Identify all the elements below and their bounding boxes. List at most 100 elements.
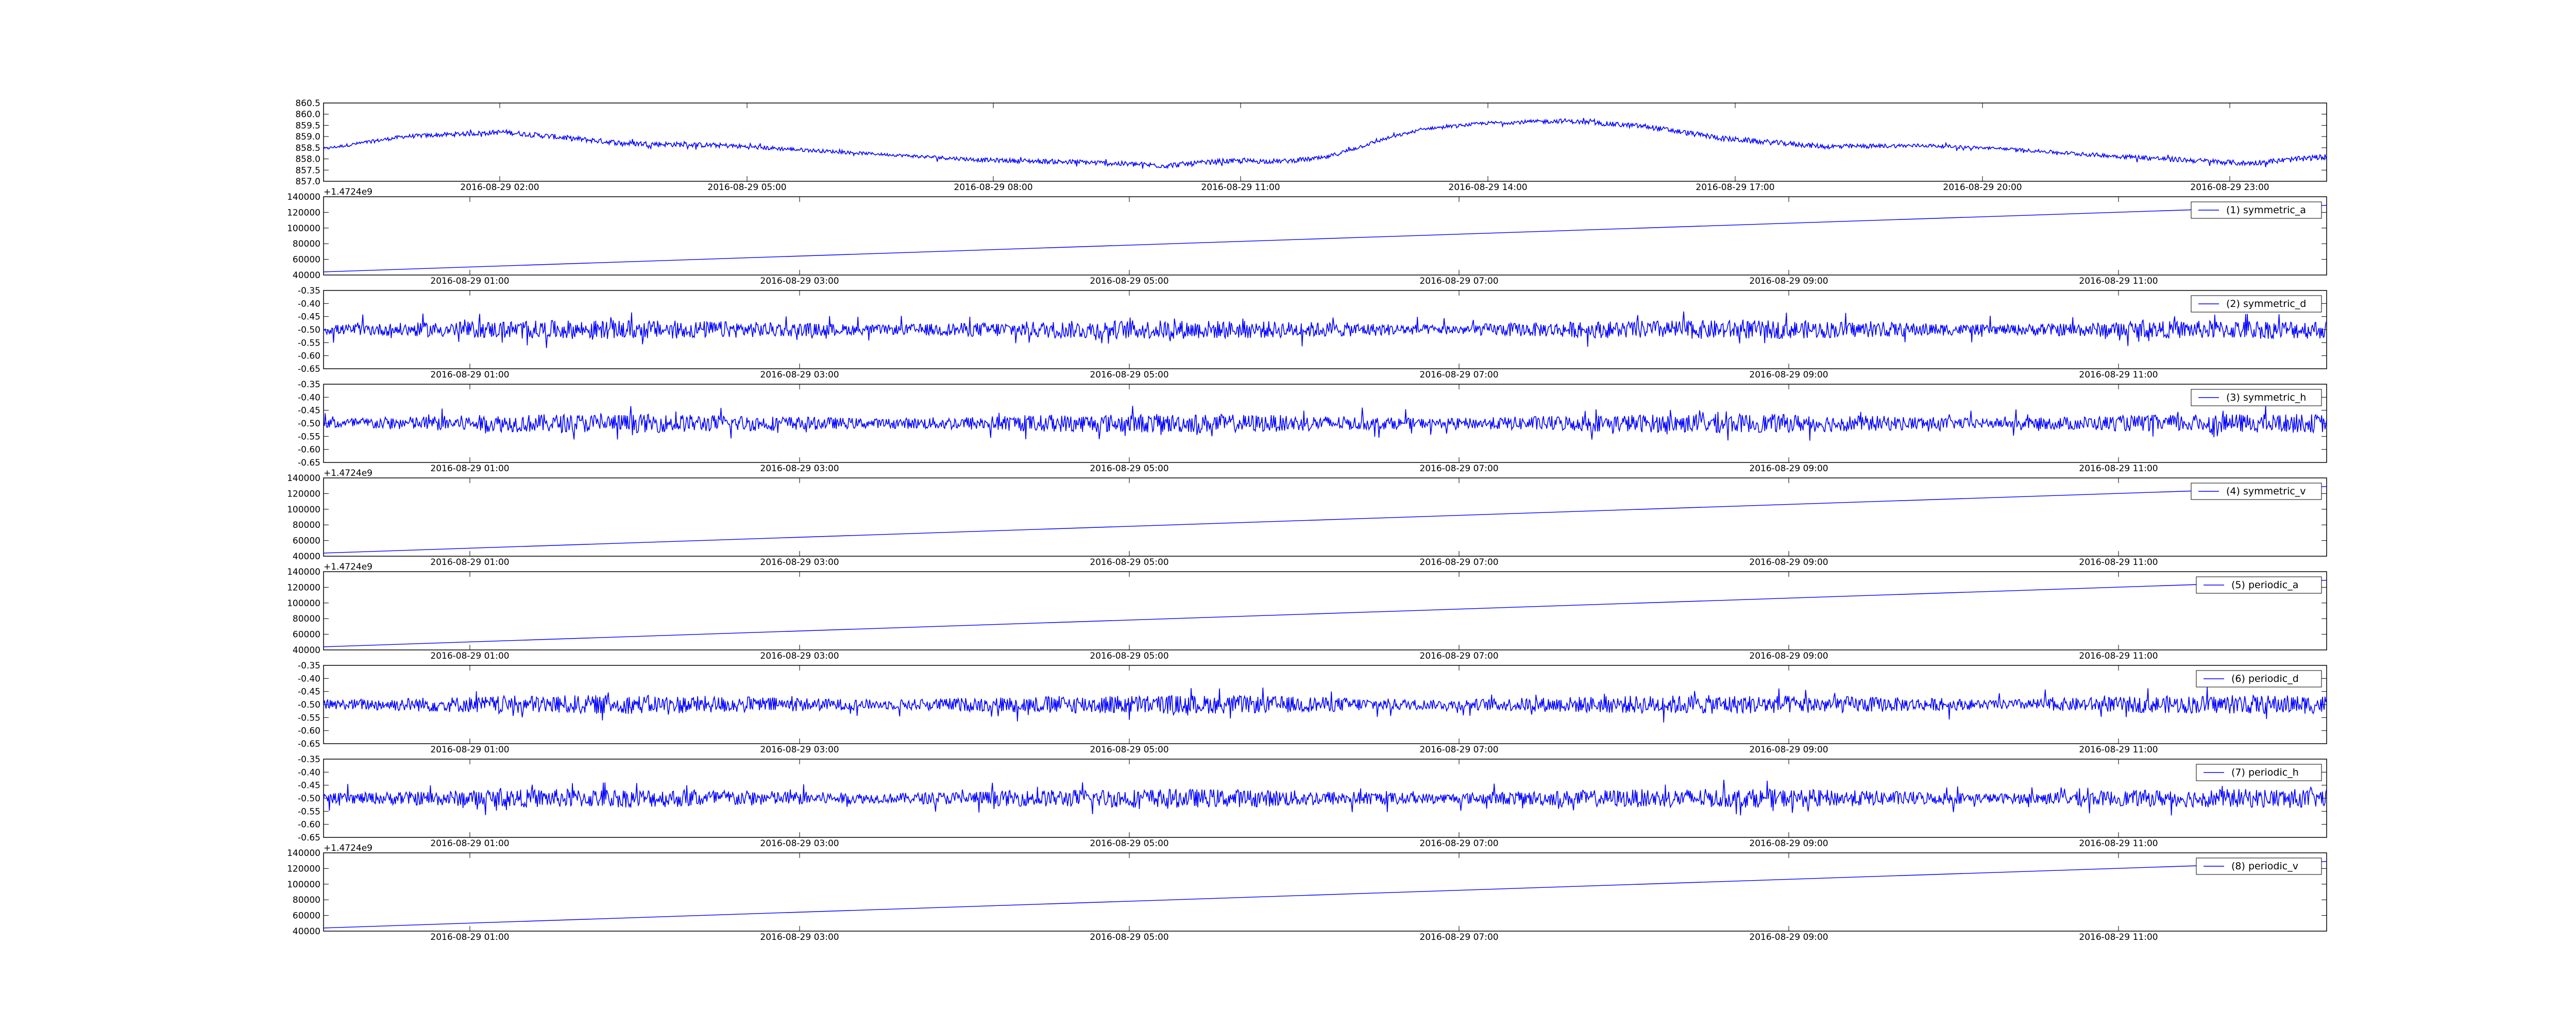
x-tick-label: 2016-08-29 09:00 xyxy=(1749,838,1828,849)
subplot-9: 140000 120000 100000 80000 60000 40000 2016-08… xyxy=(287,843,2327,942)
x-tick-label: 2016-08-29 11:00 xyxy=(2079,838,2158,849)
y-tick-label: -0.50 xyxy=(298,794,320,804)
x-tick-label: 2016-08-29 11:00 xyxy=(2079,557,2158,568)
x-tick-label: 2016-08-29 07:00 xyxy=(1419,651,1498,661)
axes-frame xyxy=(323,196,2327,276)
axes-frame xyxy=(323,384,2327,463)
x-tick-label: 2016-08-29 07:00 xyxy=(1419,838,1498,849)
axis-offset-text: +1.4724e9 xyxy=(324,562,372,572)
y-tick-label: -0.55 xyxy=(298,432,320,442)
x-tick-label: 2016-08-29 07:00 xyxy=(1419,464,1498,474)
y-tick-label: 120000 xyxy=(287,208,320,218)
subplot-6: 140000 120000 100000 80000 60000 40000 2016-08… xyxy=(287,562,2327,661)
x-tick-label: 2016-08-29 05:00 xyxy=(1090,838,1168,849)
y-tick-label: -0.35 xyxy=(298,754,320,765)
y-tick-label: 60000 xyxy=(293,255,320,265)
x-tick-label: 2016-08-29 09:00 xyxy=(1749,276,1828,286)
y-tick-label: 80000 xyxy=(293,895,320,905)
y-tick-label: -0.35 xyxy=(298,661,320,671)
y-tick-label: -0.60 xyxy=(298,445,320,455)
x-tick-label: 2016-08-29 11:00 xyxy=(2079,464,2158,474)
subplot-5: 140000 120000 100000 80000 60000 40000 2016-08… xyxy=(287,468,2327,568)
legend: (6) periodic_d xyxy=(2196,670,2322,688)
y-tick-label: 40000 xyxy=(293,552,320,562)
series-line xyxy=(323,205,2327,272)
axes-frame xyxy=(323,102,2327,182)
series-line xyxy=(323,686,2327,723)
y-tick-label: -0.45 xyxy=(298,406,320,416)
x-tick-label: 2016-08-29 05:00 xyxy=(1090,651,1168,661)
y-tick-label: 857.5 xyxy=(295,165,320,176)
x-tick-label: 2016-08-29 03:00 xyxy=(760,557,839,568)
series-line xyxy=(323,780,2327,816)
x-tick-label: 2016-08-29 03:00 xyxy=(760,932,839,942)
y-tick-label: 858.5 xyxy=(295,143,320,153)
y-tick-label: 80000 xyxy=(293,614,320,624)
subplot-4: -0.35 -0.40 -0.45 -0.50 -0.55 -0.60 -0.65 2016-… xyxy=(298,380,2327,474)
y-tick-label: 100000 xyxy=(287,598,320,609)
y-tick-label: 80000 xyxy=(293,239,320,249)
x-tick-label: 2016-08-29 09:00 xyxy=(1749,557,1828,568)
y-tick-label: 858.0 xyxy=(295,154,320,165)
legend: (5) periodic_a xyxy=(2196,576,2322,594)
series-line xyxy=(323,486,2327,554)
legend: (8) periodic_v xyxy=(2196,857,2322,875)
y-tick-label: 860.0 xyxy=(295,110,320,120)
x-tick-label: 2016-08-29 03:00 xyxy=(760,745,839,755)
y-tick-label: -0.65 xyxy=(298,739,320,749)
y-tick-label: -0.65 xyxy=(298,364,320,374)
x-tick-label: 2016-08-29 11:00 xyxy=(2079,370,2158,380)
y-tick-label: 100000 xyxy=(287,224,320,234)
y-tick-label: -0.60 xyxy=(298,820,320,830)
x-tick-label: 2016-08-29 07:00 xyxy=(1419,745,1498,755)
y-tick-label: 60000 xyxy=(293,911,320,921)
series-line xyxy=(323,117,2327,169)
y-tick-label: -0.45 xyxy=(298,687,320,697)
axis-offset-text: +1.4724e9 xyxy=(324,843,372,853)
x-tick-label: 2016-08-29 05:00 xyxy=(1090,557,1168,568)
x-tick-label: 2016-08-29 01:00 xyxy=(430,557,509,568)
x-tick-label: 2016-08-29 01:00 xyxy=(430,276,509,286)
y-tick-label: 100000 xyxy=(287,880,320,890)
x-tick-label: 2016-08-29 01:00 xyxy=(430,464,509,474)
axes-frame xyxy=(323,477,2327,557)
x-tick-label: 2016-08-29 11:00 xyxy=(1201,182,1280,193)
series-line xyxy=(323,311,2327,348)
y-tick-label: 40000 xyxy=(293,926,320,937)
x-tick-label: 2016-08-29 01:00 xyxy=(430,932,509,942)
x-tick-label: 2016-08-29 07:00 xyxy=(1419,932,1498,942)
x-tick-label: 2016-08-29 07:00 xyxy=(1419,276,1498,286)
x-tick-label: 2016-08-29 05:00 xyxy=(1090,932,1168,942)
x-tick-label: 2016-08-29 09:00 xyxy=(1749,745,1828,755)
x-tick-label: 2016-08-29 03:00 xyxy=(760,464,839,474)
legend-label: (7) periodic_h xyxy=(2231,767,2299,778)
y-tick-label: 859.5 xyxy=(295,121,320,131)
x-tick-label: 2016-08-29 09:00 xyxy=(1749,932,1828,942)
x-tick-label: 2016-08-29 11:00 xyxy=(2079,932,2158,942)
y-tick-label: -0.60 xyxy=(298,351,320,362)
subplot-3: -0.35 -0.40 -0.45 -0.50 -0.55 -0.60 -0.65 2016-… xyxy=(298,286,2327,380)
y-tick-label: 40000 xyxy=(293,645,320,656)
y-tick-label: 60000 xyxy=(293,630,320,640)
legend-label: (6) periodic_d xyxy=(2231,673,2299,684)
y-tick-label: 140000 xyxy=(287,473,320,484)
x-tick-label: 2016-08-29 05:00 xyxy=(1090,745,1168,755)
y-tick-label: 100000 xyxy=(287,505,320,515)
y-tick-label: -0.40 xyxy=(298,767,320,778)
x-tick-label: 2016-08-29 02:00 xyxy=(460,182,539,193)
axes-frame xyxy=(323,852,2327,932)
subplot-7: -0.35 -0.40 -0.45 -0.50 -0.55 -0.60 -0.65 2016-… xyxy=(298,661,2327,755)
y-tick-label: -0.65 xyxy=(298,833,320,843)
x-tick-label: 2016-08-29 05:00 xyxy=(1090,464,1168,474)
y-tick-label: 80000 xyxy=(293,520,320,530)
legend-label: (2) symmetric_d xyxy=(2226,298,2306,310)
x-tick-label: 2016-08-29 17:00 xyxy=(1696,182,1774,193)
y-tick-label: -0.55 xyxy=(298,713,320,723)
legend-label: (3) symmetric_h xyxy=(2226,392,2306,403)
legend-label: (1) symmetric_a xyxy=(2226,204,2306,216)
series-line xyxy=(323,405,2327,441)
x-tick-label: 2016-08-29 11:00 xyxy=(2079,651,2158,661)
x-tick-label: 2016-08-29 11:00 xyxy=(2079,276,2158,286)
legend: (7) periodic_h xyxy=(2196,764,2322,781)
x-tick-label: 2016-08-29 14:00 xyxy=(1448,182,1527,193)
